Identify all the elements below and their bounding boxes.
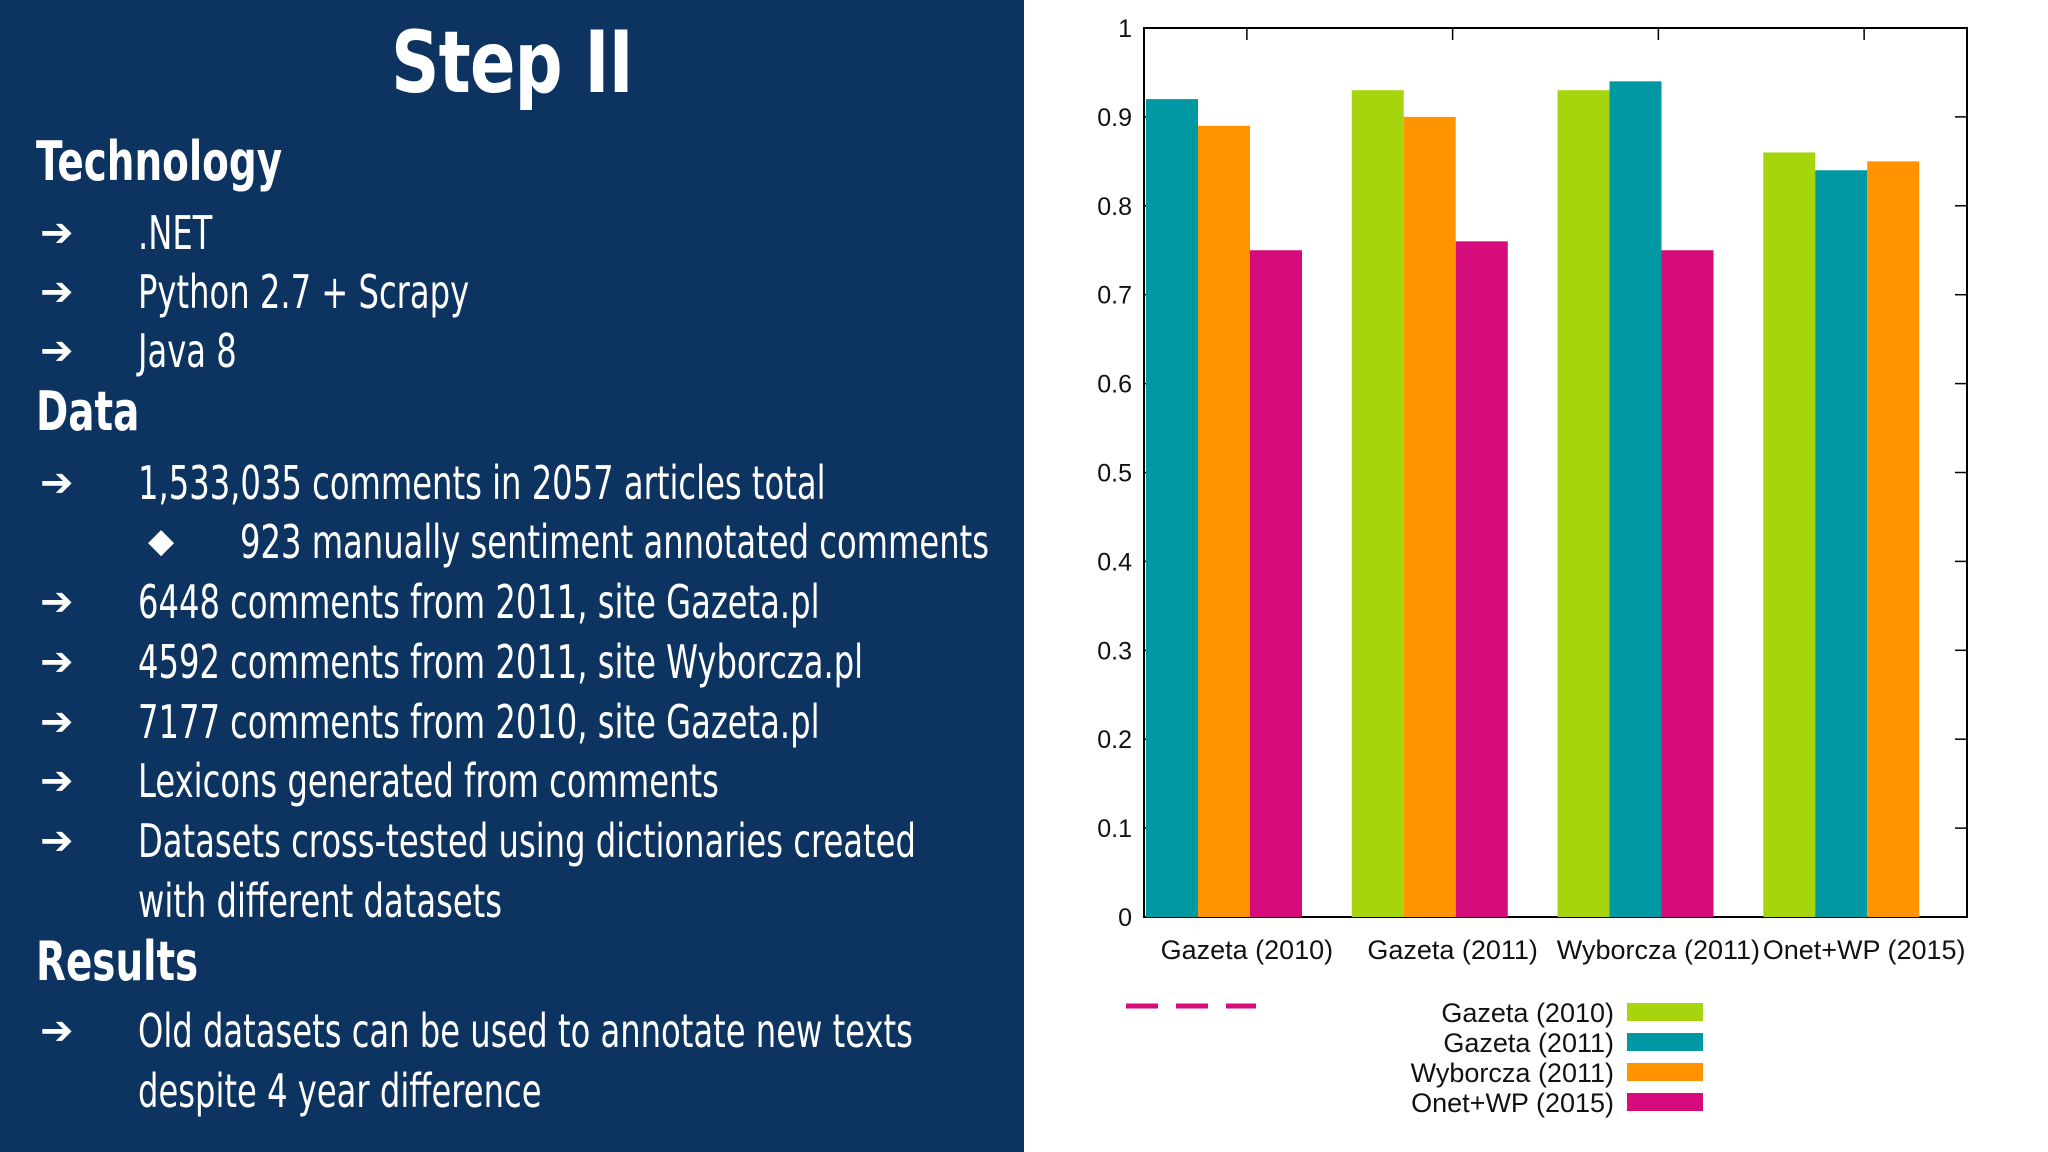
- legend-swatch: [1627, 1093, 1703, 1111]
- y-tick-label: 0.6: [1097, 371, 1132, 399]
- data-item: Lexicons generated from comments: [138, 754, 719, 808]
- y-tick-label: 0.3: [1097, 637, 1132, 665]
- arrow-bullet-icon: ➔: [40, 639, 74, 685]
- bar: [1198, 125, 1250, 918]
- data-item: 1,533,035 comments in 2057 articles tota…: [138, 456, 826, 510]
- arrow-bullet-icon: ➔: [40, 460, 74, 506]
- data-item: Datasets cross-tested using dictionaries…: [138, 814, 916, 868]
- bar: [1661, 250, 1714, 917]
- y-tick-label: 0.7: [1097, 282, 1132, 310]
- y-tick-label: 0.9: [1097, 104, 1132, 132]
- data-item: 6448 comments from 2011, site Gazeta.pl: [138, 575, 820, 629]
- x-tick-label: Gazeta (2010): [1161, 935, 1334, 965]
- arrow-bullet-icon: ➔: [40, 269, 74, 315]
- arrow-bullet-icon: ➔: [40, 818, 74, 864]
- chart-panel: 0 0.1 0.2 0.3 0.4 0.5 0.6 0.7 0.8 0.9 1 Gazeta (201…: [1024, 0, 2048, 1152]
- technology-item: Python 2.7 + Scrapy: [138, 265, 470, 319]
- data-item: 7177 comments from 2010, site Gazeta.pl: [138, 695, 820, 749]
- legend-swatch: [1627, 1033, 1703, 1051]
- legend-label: Onet+WP (2015): [1411, 1088, 1614, 1118]
- data-item-continuation: with different datasets: [138, 874, 503, 928]
- arrow-bullet-icon: ➔: [40, 758, 74, 804]
- results-heading: Results: [36, 930, 199, 993]
- bar: [1815, 170, 1868, 918]
- legend-swatch: [1627, 1063, 1703, 1081]
- y-tick-label: 0: [1118, 904, 1132, 932]
- diamond-bullet-icon: ◆: [148, 521, 175, 561]
- bar: [1250, 250, 1302, 917]
- y-tick-label: 1: [1118, 15, 1132, 43]
- arrow-bullet-icon: ➔: [40, 328, 74, 374]
- y-tick-label: 0.5: [1097, 460, 1132, 488]
- data-item: 4592 comments from 2011, site Wyborcza.p…: [138, 635, 864, 689]
- arrow-bullet-icon: ➔: [40, 1008, 74, 1054]
- arrow-bullet-icon: ➔: [40, 210, 74, 256]
- legend-label: Wyborcza (2011): [1411, 1058, 1614, 1088]
- bar: [1763, 152, 1816, 917]
- technology-heading: Technology: [36, 130, 283, 193]
- data-heading: Data: [36, 380, 140, 443]
- bar-chart: 0 0.1 0.2 0.3 0.4 0.5 0.6 0.7 0.8 0.9 1 Gazeta (201…: [1097, 15, 1968, 1118]
- legend-label: Gazeta (2010): [1441, 998, 1614, 1028]
- arrow-bullet-icon: ➔: [40, 579, 74, 625]
- y-tick-label: 0.4: [1097, 548, 1132, 576]
- results-item: Old datasets can be used to annotate new…: [138, 1004, 913, 1058]
- legend-label: Gazeta (2011): [1443, 1028, 1614, 1058]
- x-tick-label: Gazeta (2011): [1367, 935, 1538, 965]
- x-tick-label: Onet+WP (2015): [1763, 935, 1966, 965]
- technology-item: Java 8: [138, 324, 237, 378]
- y-tick-label: 0.1: [1097, 815, 1132, 843]
- bar: [1557, 90, 1610, 918]
- bar: [1455, 241, 1508, 918]
- x-tick-label: Wyborcza (2011): [1557, 935, 1760, 965]
- technology-item: .NET: [138, 206, 213, 260]
- legend-swatch: [1627, 1003, 1703, 1021]
- text-panel: Step II Technology ➔ .NET ➔ Python 2.7 +…: [0, 0, 1024, 1152]
- slide-title: Step II: [391, 13, 633, 113]
- bar: [1403, 116, 1456, 917]
- bar: [1146, 99, 1198, 918]
- y-tick-label: 0.2: [1097, 726, 1132, 754]
- y-tick-label: 0.8: [1097, 193, 1132, 221]
- bar: [1867, 161, 1920, 918]
- arrow-bullet-icon: ➔: [40, 699, 74, 745]
- results-item-continuation: despite 4 year difference: [138, 1064, 542, 1118]
- bar: [1609, 81, 1662, 918]
- bar: [1351, 90, 1404, 918]
- data-subitem: 923 manually sentiment annotated comment…: [240, 515, 990, 569]
